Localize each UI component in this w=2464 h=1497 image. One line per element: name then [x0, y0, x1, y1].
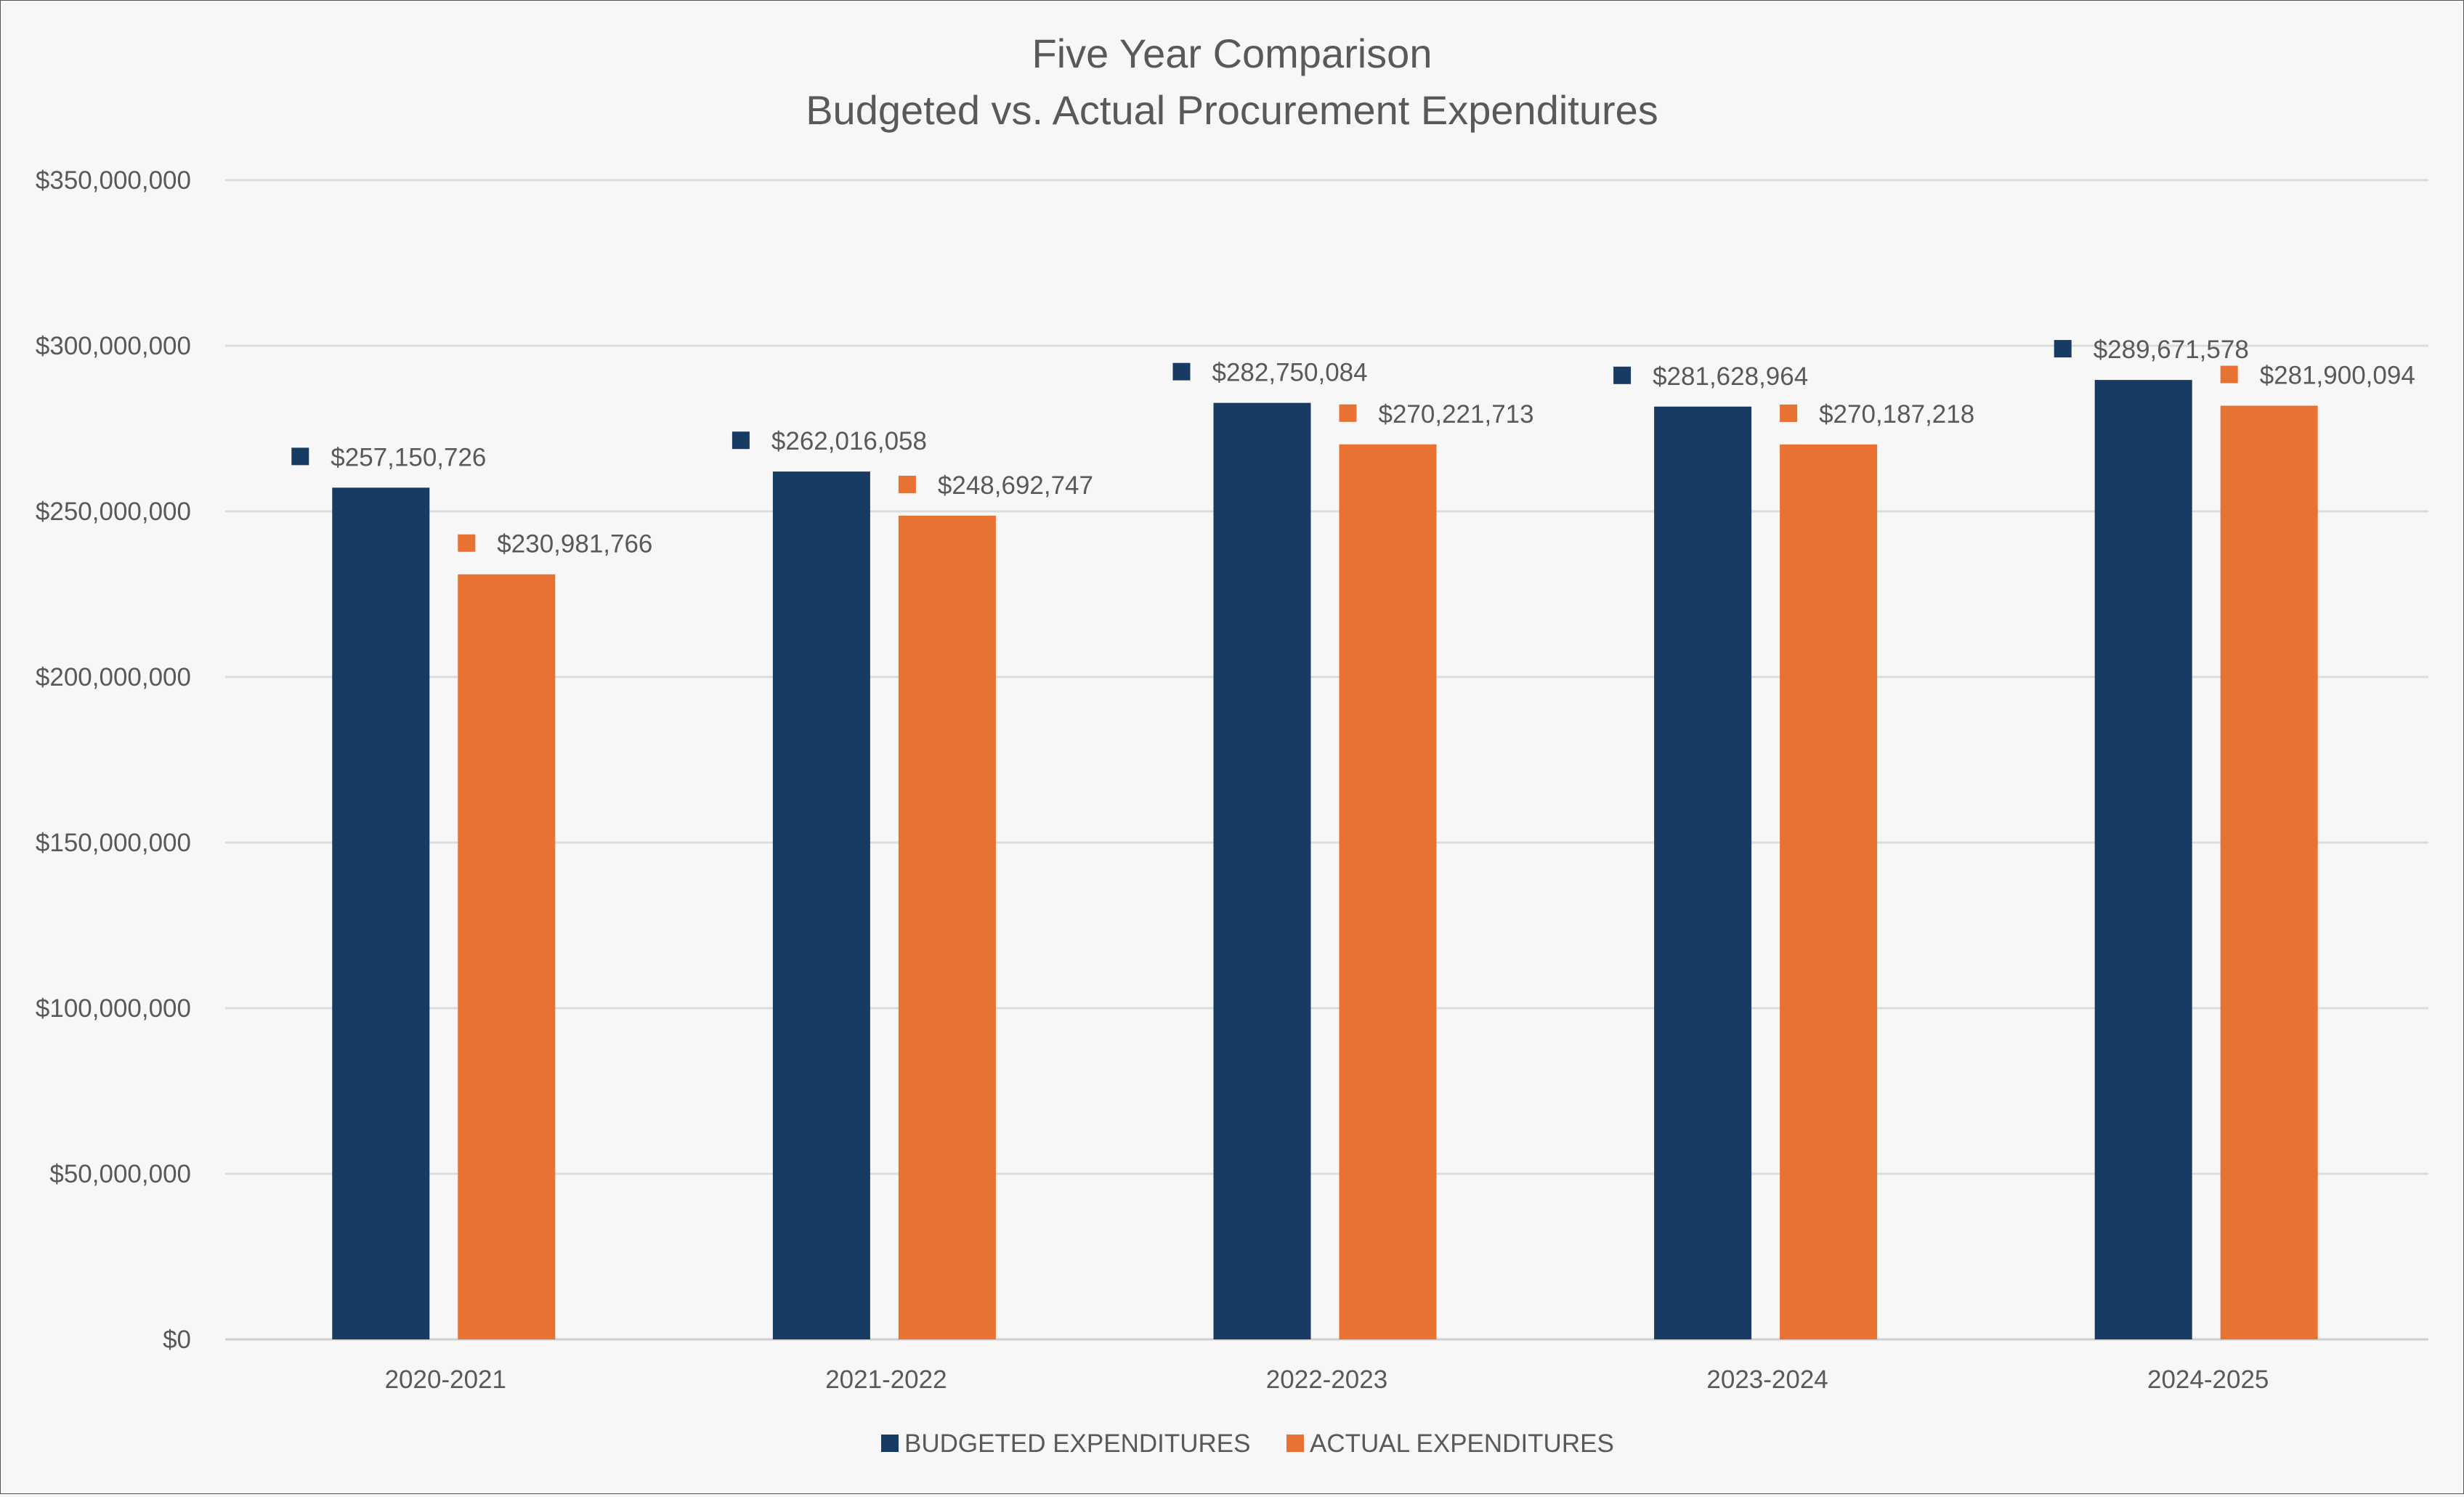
legend-marker: [881, 1435, 899, 1452]
y-tick-label: $300,000,000: [36, 332, 191, 360]
legend-marker: [1286, 1435, 1304, 1452]
y-tick-label: $100,000,000: [36, 994, 191, 1023]
data-label-marker: [2054, 340, 2072, 358]
data-label: $248,692,747: [938, 471, 1093, 500]
data-label-marker: [458, 534, 476, 552]
bar-budgeted: [1213, 402, 1311, 1339]
x-tick-label: 2021-2022: [825, 1366, 947, 1394]
bar-budgeted: [772, 471, 870, 1339]
chart-subtitle: Budgeted vs. Actual Procurement Expendit…: [806, 87, 1658, 133]
data-label-marker: [732, 431, 750, 450]
data-label: $289,671,578: [2094, 336, 2249, 364]
data-label: $270,221,713: [1379, 400, 1534, 429]
data-label-marker: [1172, 362, 1191, 381]
bar-budgeted: [2094, 380, 2192, 1339]
x-tick-label: 2023-2024: [1706, 1366, 1828, 1394]
data-label-marker: [2220, 365, 2238, 384]
data-label: $230,981,766: [497, 530, 652, 559]
y-tick-label: $0: [163, 1326, 191, 1354]
bar-budgeted: [332, 487, 430, 1339]
y-tick-label: $50,000,000: [49, 1160, 191, 1188]
y-tick-label: $350,000,000: [36, 166, 191, 195]
bar-actual: [458, 574, 556, 1339]
bar-actual: [898, 515, 996, 1339]
data-label-marker: [291, 447, 309, 466]
data-label: $257,150,726: [331, 443, 486, 471]
data-label: $270,187,218: [1819, 400, 1974, 429]
data-label-marker: [898, 475, 916, 493]
data-label-marker: [1613, 366, 1632, 384]
bar-budgeted: [1654, 406, 1752, 1339]
x-tick-label: 2022-2023: [1266, 1366, 1387, 1394]
bar-actual: [1339, 444, 1437, 1339]
bar-actual: [1780, 444, 1878, 1339]
bar-actual: [2220, 405, 2318, 1339]
data-label: $281,628,964: [1653, 362, 1808, 391]
x-tick-label: 2020-2021: [385, 1366, 506, 1394]
x-tick-label: 2024-2025: [2147, 1366, 2269, 1394]
y-tick-label: $150,000,000: [36, 829, 191, 857]
chart-title: Five Year Comparison: [1032, 31, 1432, 76]
data-label-marker: [1339, 404, 1357, 422]
data-label: $262,016,058: [771, 427, 927, 455]
data-label: $282,750,084: [1212, 359, 1368, 387]
data-label-marker: [1780, 404, 1798, 422]
y-tick-label: $200,000,000: [36, 663, 191, 691]
legend-label: BUDGETED EXPENDITURES: [904, 1429, 1250, 1458]
data-label: $281,900,094: [2260, 362, 2415, 390]
y-tick-label: $250,000,000: [36, 498, 191, 526]
legend-label: ACTUAL EXPENDITURES: [1310, 1429, 1614, 1458]
